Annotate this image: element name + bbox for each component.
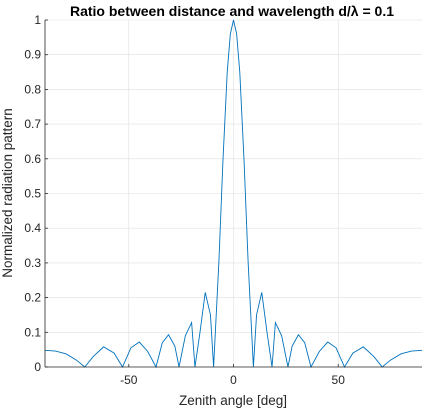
y-tick-label: 1 — [34, 13, 41, 27]
y-tick-label: 0.7 — [24, 117, 41, 131]
grid — [45, 19, 422, 368]
x-tick-label: -50 — [120, 373, 138, 387]
x-tick-label: 0 — [230, 373, 237, 387]
y-tick-label: 0.3 — [24, 256, 41, 270]
y-tick-label: 0.9 — [24, 48, 41, 62]
y-tick-label: 0.8 — [24, 82, 41, 96]
x-tick-label: 50 — [332, 373, 346, 387]
y-axis-ticks: 0 0.1 0.2 0.3 0.4 0.5 0.6 0.7 0.8 0.9 1 — [24, 13, 48, 374]
y-tick-label: 0.4 — [24, 221, 41, 235]
series-line-radiation-pattern — [44, 19, 423, 369]
y-axis-label: Normalized radiation pattern — [0, 108, 15, 278]
x-axis-label: Zenith angle [deg] — [179, 393, 287, 408]
y-tick-label: 0 — [34, 360, 41, 374]
x-axis-ticks: -50 0 50 — [120, 364, 345, 387]
y-tick-label: 0.6 — [24, 152, 41, 166]
y-tick-label: 0.2 — [24, 291, 41, 305]
y-tick-label: 0.5 — [24, 187, 41, 201]
y-tick-label: 0.1 — [24, 325, 41, 339]
chart-title: Ratio between distance and wavelength d/… — [70, 3, 394, 19]
plot-area: -50 0 50 0 0.1 0.2 0.3 0.4 0.5 0.6 0.7 0.8 0.9 1 — [24, 13, 423, 387]
